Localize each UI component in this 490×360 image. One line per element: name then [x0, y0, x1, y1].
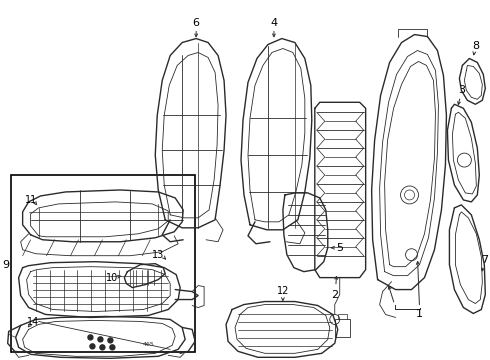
Bar — [11, 175, 195, 352]
Text: 6: 6 — [193, 18, 199, 28]
Bar — [335, 319, 350, 337]
Circle shape — [98, 337, 103, 342]
Text: 4: 4 — [270, 18, 277, 28]
Text: 465: 465 — [143, 342, 154, 347]
Text: 8: 8 — [472, 41, 479, 50]
Circle shape — [88, 335, 93, 340]
Text: 2: 2 — [331, 289, 338, 300]
Text: 13: 13 — [152, 250, 164, 260]
Circle shape — [110, 345, 115, 350]
Text: 3: 3 — [458, 85, 465, 95]
Circle shape — [90, 344, 95, 349]
Text: 1: 1 — [416, 310, 423, 319]
Text: 14: 14 — [26, 318, 39, 328]
Text: 11: 11 — [24, 195, 37, 205]
Text: 5: 5 — [336, 243, 343, 253]
Circle shape — [100, 345, 105, 350]
Text: 7: 7 — [481, 255, 488, 265]
Text: 12: 12 — [277, 285, 289, 296]
Text: 10: 10 — [106, 273, 119, 283]
Text: 9: 9 — [2, 260, 9, 270]
Circle shape — [108, 338, 113, 343]
